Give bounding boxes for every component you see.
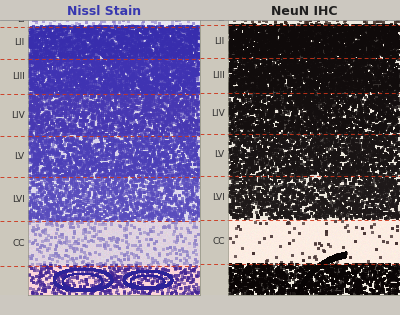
Text: LII: LII — [14, 38, 25, 47]
Text: LVI: LVI — [212, 193, 225, 202]
Text: LIII: LIII — [212, 71, 225, 80]
Text: LI: LI — [17, 15, 25, 25]
Text: LIV: LIV — [211, 109, 225, 118]
Text: LIV: LIV — [11, 111, 25, 120]
Text: CC: CC — [12, 239, 25, 248]
Text: LI: LI — [217, 14, 225, 23]
Text: Nissl Stain: Nissl Stain — [67, 5, 141, 18]
Text: LV: LV — [14, 152, 25, 161]
Text: LVI: LVI — [12, 195, 25, 203]
Text: LIII: LIII — [12, 72, 25, 81]
Text: CC: CC — [212, 238, 225, 246]
Text: LII: LII — [214, 37, 225, 46]
Text: LV: LV — [214, 150, 225, 159]
Text: NeuN IHC: NeuN IHC — [271, 5, 337, 18]
